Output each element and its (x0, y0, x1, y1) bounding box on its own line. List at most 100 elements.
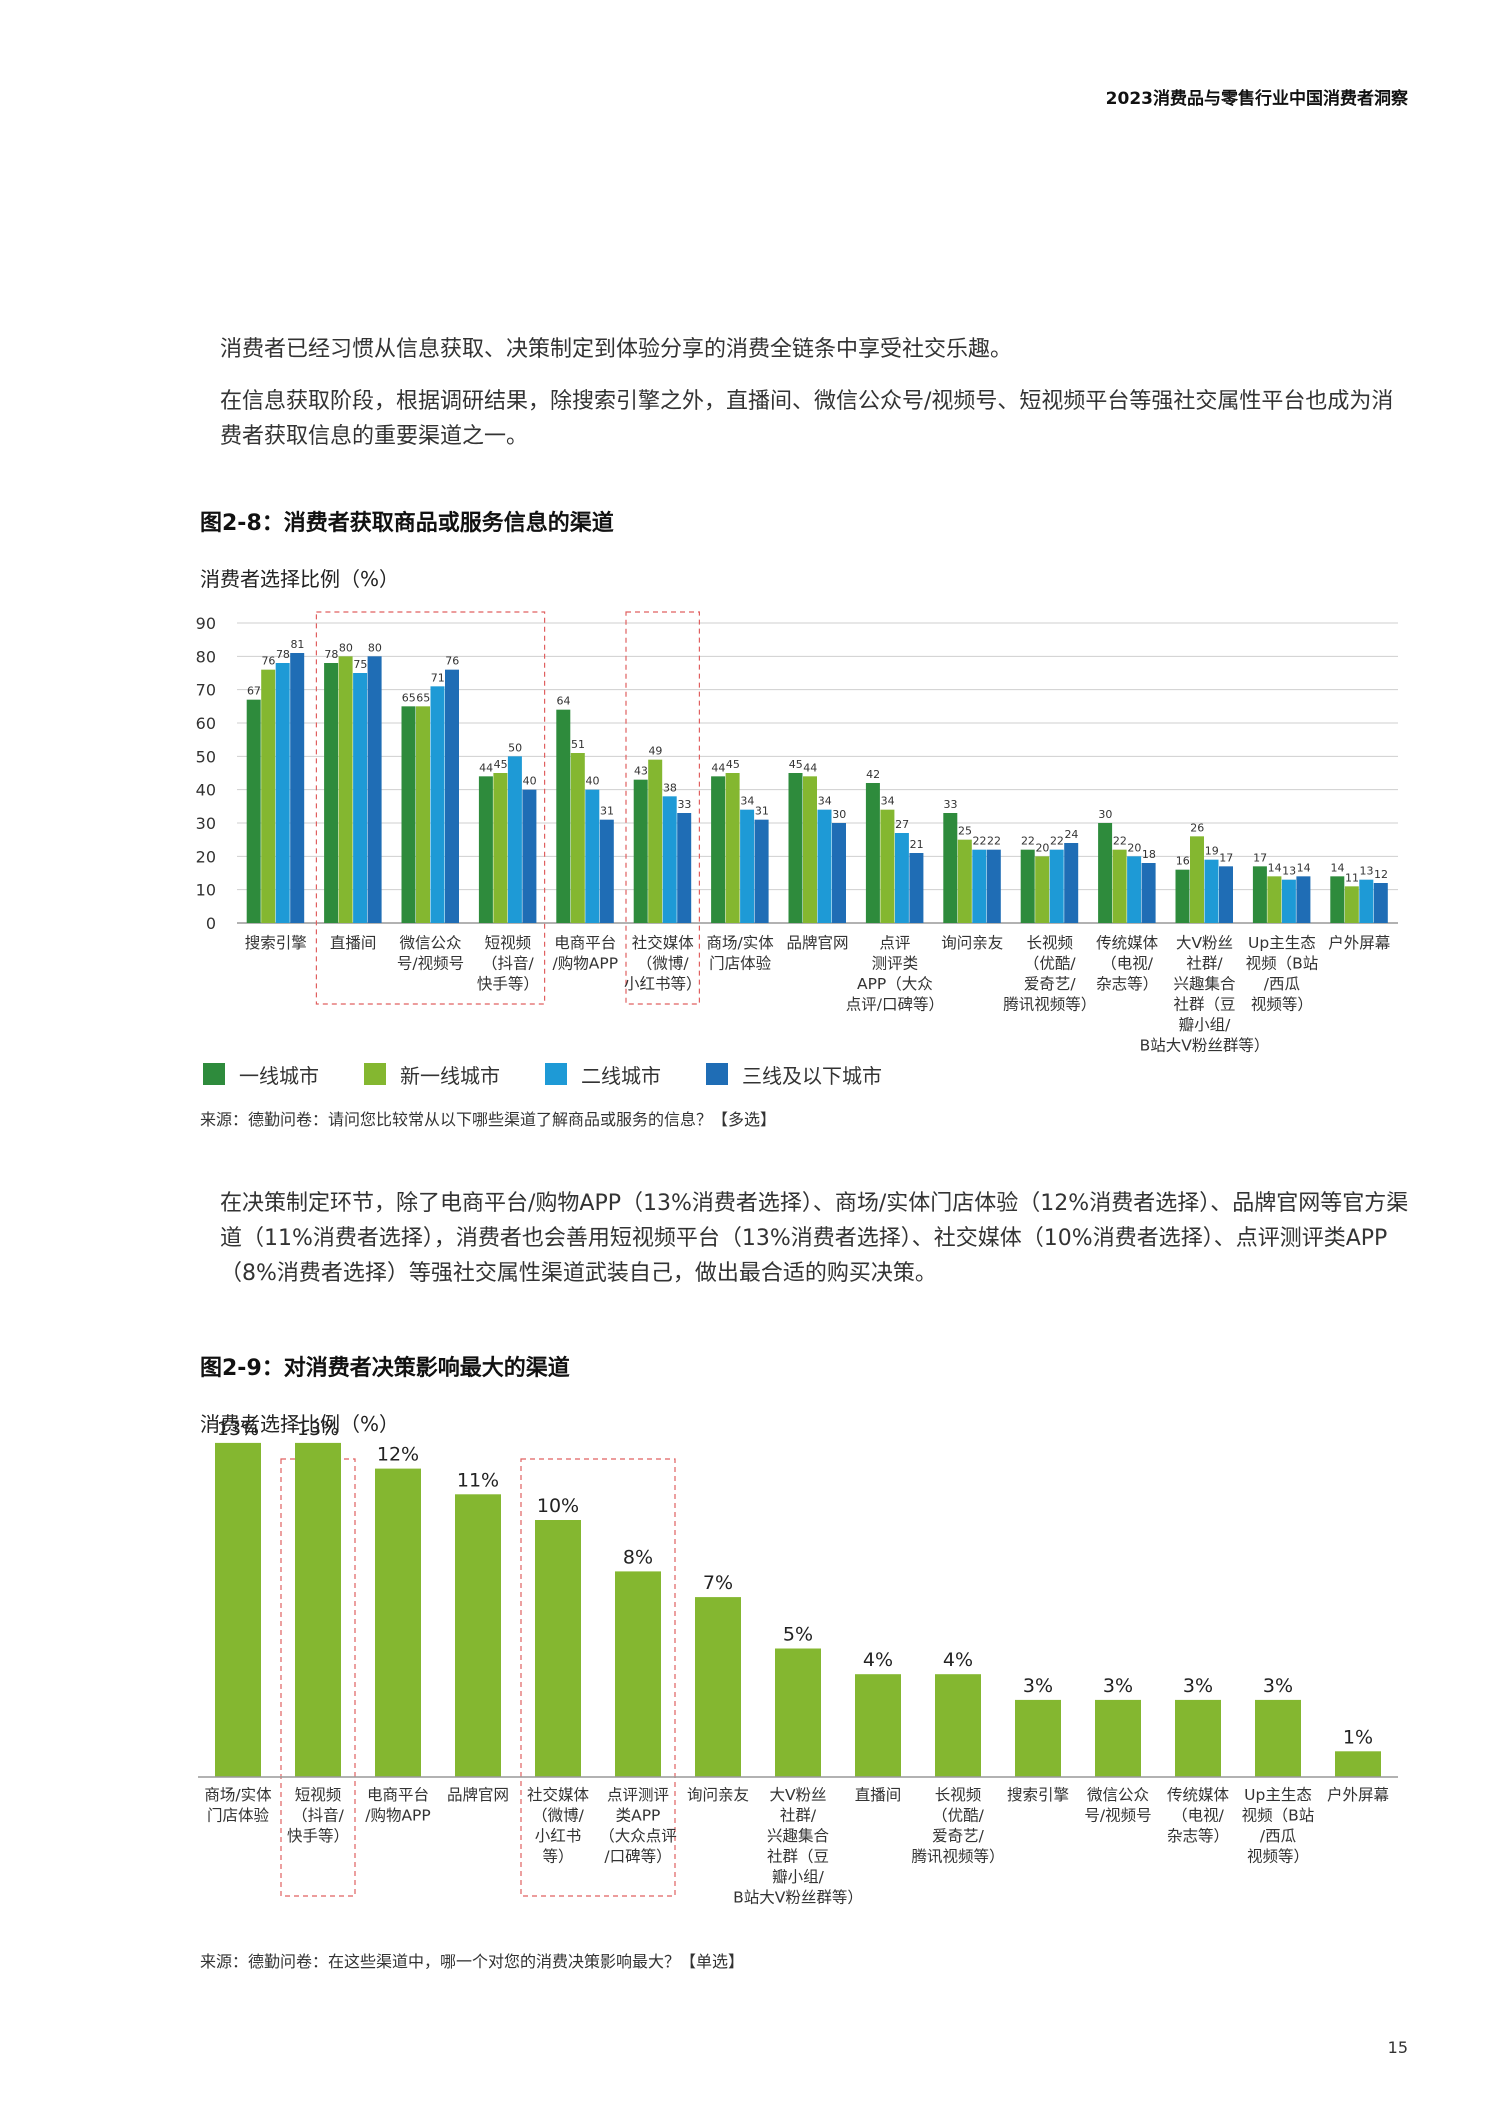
category-label: 视频（B站 (1242, 1807, 1315, 1825)
category-label: 直播间 (330, 934, 377, 952)
bar-三线及以下城市 (1064, 843, 1079, 923)
data-label: 40 (586, 775, 600, 788)
category-label: 快手等） (477, 975, 539, 993)
data-label: 30 (832, 808, 846, 821)
legend-item-tier1: 一线城市 (203, 1060, 319, 1089)
data-label: 44 (711, 761, 725, 774)
bar-三线及以下城市 (290, 653, 305, 923)
bar-二线城市 (353, 673, 368, 923)
bar-二线城市 (1359, 879, 1374, 923)
y-tick-label: 60 (196, 714, 216, 733)
category-label: 点评/口碑等） (846, 996, 944, 1014)
category-label: /购物APP (553, 955, 619, 973)
page-number: 15 (1387, 2038, 1408, 2057)
bar-三线及以下城市 (677, 813, 692, 923)
bar-二线城市 (817, 809, 832, 923)
bar-新一线城市 (725, 773, 740, 923)
data-label: 76 (261, 655, 275, 668)
data-label: 7% (703, 1572, 733, 1594)
data-label: 31 (600, 805, 614, 818)
bar (695, 1597, 741, 1777)
category-label: 点评测评 (607, 1786, 669, 1804)
category-label: （电视/ (1172, 1807, 1225, 1825)
category-label: 商场/实体 (706, 934, 774, 952)
bar-三线及以下城市 (1373, 883, 1388, 923)
data-label: 22 (1050, 835, 1064, 848)
data-label: 13 (1282, 865, 1296, 878)
category-label: （大众点评 (599, 1827, 677, 1845)
legend-label: 二线城市 (581, 1063, 661, 1088)
figure-2-8-source: 来源：德勤问卷：请问您比较常从以下哪些渠道了解商品或服务的信息？【多选】 (200, 1110, 777, 1129)
figure-2-8-ylabel: 消费者选择比例（%） (200, 567, 400, 591)
category-label: 社群/ (780, 1807, 817, 1825)
category-label: 瓣小组/ (1179, 1016, 1232, 1034)
y-tick-label: 80 (196, 647, 216, 666)
bar-三线及以下城市 (1219, 866, 1233, 923)
data-label: 14 (1331, 861, 1345, 874)
data-label: 51 (571, 738, 585, 751)
data-label: 33 (677, 798, 691, 811)
category-label: 直播间 (855, 1786, 902, 1804)
data-label: 45 (789, 758, 803, 771)
category-label: （抖音/ (292, 1807, 345, 1825)
category-label: 短视频 (295, 1786, 342, 1804)
bar-新一线城市 (1112, 849, 1127, 923)
data-label: 11% (457, 1469, 499, 1491)
data-label: 10% (537, 1495, 579, 1517)
figure-2-9-title: 图2-9：对消费者决策影响最大的渠道 (200, 1356, 570, 1381)
category-label: 短视频 (485, 934, 532, 952)
bar-一线城市 (1098, 823, 1113, 923)
bar (1255, 1699, 1301, 1777)
category-label: 兴趣集合 (767, 1827, 830, 1845)
bar-新一线城市 (493, 773, 508, 923)
bar-新一线城市 (803, 776, 817, 923)
data-label: 34 (818, 795, 832, 808)
bar-新一线城市 (1190, 836, 1204, 923)
bar-一线城市 (943, 813, 958, 923)
category-label: 号/视频号 (397, 955, 464, 973)
category-label: /购物APP (365, 1807, 431, 1825)
bar (1175, 1699, 1221, 1777)
data-label: 80 (339, 641, 353, 654)
legend-item-tier3-below: 三线及以下城市 (706, 1060, 882, 1089)
data-label: 71 (431, 671, 445, 684)
category-label: 商场/实体 (204, 1786, 272, 1804)
data-label: 20 (1035, 841, 1049, 854)
data-label: 80 (368, 641, 382, 654)
category-label: 类APP (616, 1807, 661, 1825)
category-label: Up主生态 (1244, 1786, 1312, 1804)
category-label: 搜索引擎 (1007, 1786, 1069, 1804)
category-label: 杂志等） (1167, 1827, 1229, 1845)
y-tick-label: 30 (196, 814, 216, 833)
data-label: 8% (623, 1546, 653, 1568)
bar-三线及以下城市 (445, 669, 459, 923)
bar-三线及以下城市 (1296, 876, 1311, 923)
bar-一线城市 (1175, 869, 1190, 923)
data-label: 31 (755, 805, 769, 818)
category-label: 大V粉丝 (1176, 934, 1233, 952)
data-label: 25 (958, 825, 972, 838)
bar-一线城市 (1252, 866, 1267, 923)
bar-二线城市 (972, 849, 987, 923)
category-label: 社群/ (1186, 955, 1223, 973)
category-label: 视频等） (1251, 996, 1313, 1014)
data-label: 24 (1064, 828, 1078, 841)
category-label: （抖音/ (482, 955, 535, 973)
bar-二线城市 (1127, 856, 1142, 923)
bar-二线城市 (1281, 879, 1296, 923)
bar (295, 1442, 341, 1777)
bar-一线城市 (633, 779, 648, 923)
bar-新一线城市 (1344, 886, 1359, 923)
category-label: /口碑等） (604, 1848, 671, 1866)
data-label: 17 (1253, 851, 1267, 864)
data-label: 30 (1098, 808, 1112, 821)
y-tick-label: 0 (206, 914, 216, 933)
data-label: 45 (726, 758, 740, 771)
data-label: 20 (1127, 841, 1141, 854)
category-label: B站大V粉丝群等） (733, 1889, 863, 1907)
data-label: 44 (803, 761, 817, 774)
category-label: 社交媒体 (632, 934, 695, 952)
data-label: 65 (402, 691, 416, 704)
bar-新一线城市 (648, 759, 663, 923)
data-label: 76 (445, 655, 459, 668)
